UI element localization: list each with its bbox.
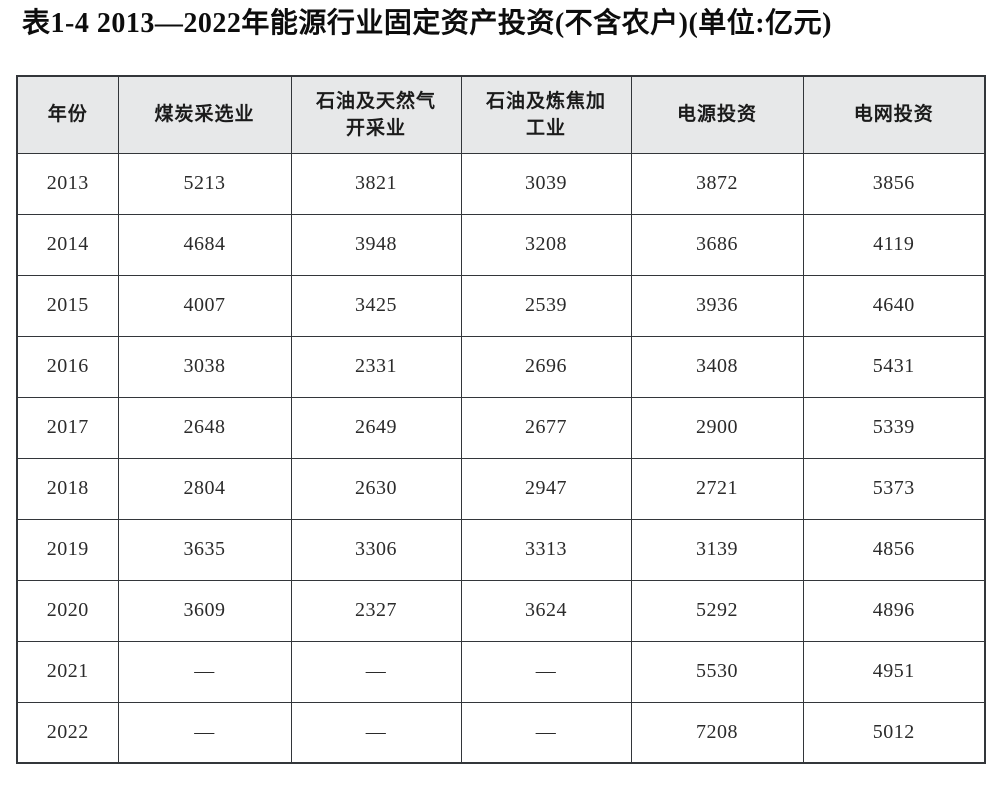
value-cell: 2539 <box>460 274 632 337</box>
table-row: 2020 3609 2327 3624 5292 4896 <box>16 579 986 642</box>
value-cell: 2947 <box>460 457 632 520</box>
table-row: 2019 3635 3306 3313 3139 4856 <box>16 518 986 581</box>
value-cell: 4684 <box>117 213 292 276</box>
value-cell: 4119 <box>802 213 986 276</box>
column-header-power-source-investment: 电源投资 <box>630 75 804 154</box>
value-cell: 2677 <box>460 396 632 459</box>
value-cell: 2327 <box>290 579 462 642</box>
year-cell: 2021 <box>16 640 119 703</box>
value-cell: — <box>460 640 632 703</box>
value-cell: 5431 <box>802 335 986 398</box>
year-cell: 2016 <box>16 335 119 398</box>
value-cell: 5213 <box>117 152 292 215</box>
table-row: 2016 3038 2331 2696 3408 5431 <box>16 335 986 398</box>
value-cell: 3635 <box>117 518 292 581</box>
value-cell: — <box>290 640 462 703</box>
value-cell: 3856 <box>802 152 986 215</box>
value-cell: 2630 <box>290 457 462 520</box>
value-cell: 5012 <box>802 701 986 764</box>
value-cell: 3306 <box>290 518 462 581</box>
value-cell: 2331 <box>290 335 462 398</box>
column-header-petroleum-coking: 石油及炼焦加 工业 <box>460 75 632 154</box>
header-row: 年份 煤炭采选业 石油及天然气 开采业 石油及炼焦加 工业 电源投资 电网投资 <box>16 75 986 154</box>
table-header: 年份 煤炭采选业 石油及天然气 开采业 石油及炼焦加 工业 电源投资 电网投资 <box>16 75 986 154</box>
value-cell: 3609 <box>117 579 292 642</box>
value-cell: 3425 <box>290 274 462 337</box>
table-row: 2013 5213 3821 3039 3872 3856 <box>16 152 986 215</box>
table-row: 2022 — — — 7208 5012 <box>16 701 986 764</box>
table-body: 2013 5213 3821 3039 3872 3856 2014 4684 … <box>16 152 986 764</box>
value-cell: 4640 <box>802 274 986 337</box>
value-cell: 3872 <box>630 152 804 215</box>
value-cell: 3039 <box>460 152 632 215</box>
value-cell: 4007 <box>117 274 292 337</box>
value-cell: 4951 <box>802 640 986 703</box>
value-cell: 5530 <box>630 640 804 703</box>
page-title: 表1-4 2013—2022年能源行业固定资产投资(不含农户)(单位:亿元) <box>22 8 832 39</box>
year-cell: 2014 <box>16 213 119 276</box>
value-cell: 3408 <box>630 335 804 398</box>
value-cell: 3139 <box>630 518 804 581</box>
value-cell: 2648 <box>117 396 292 459</box>
table-row: 2014 4684 3948 3208 3686 4119 <box>16 213 986 276</box>
value-cell: 2804 <box>117 457 292 520</box>
year-cell: 2019 <box>16 518 119 581</box>
value-cell: 4856 <box>802 518 986 581</box>
column-header-power-grid-investment: 电网投资 <box>802 75 986 154</box>
value-cell: 3313 <box>460 518 632 581</box>
value-cell: 3936 <box>630 274 804 337</box>
table-row: 2021 — — — 5530 4951 <box>16 640 986 703</box>
column-header-year: 年份 <box>16 75 119 154</box>
year-cell: 2020 <box>16 579 119 642</box>
year-cell: 2013 <box>16 152 119 215</box>
value-cell: 7208 <box>630 701 804 764</box>
year-cell: 2018 <box>16 457 119 520</box>
value-cell: 5292 <box>630 579 804 642</box>
value-cell: — <box>290 701 462 764</box>
value-cell: 2696 <box>460 335 632 398</box>
document-page: 表1-4 2013—2022年能源行业固定资产投资(不含农户)(单位:亿元) 年… <box>16 8 986 765</box>
value-cell: 5373 <box>802 457 986 520</box>
value-cell: 2721 <box>630 457 804 520</box>
value-cell: 3624 <box>460 579 632 642</box>
value-cell: 3948 <box>290 213 462 276</box>
value-cell: 2900 <box>630 396 804 459</box>
value-cell: 4896 <box>802 579 986 642</box>
year-cell: 2017 <box>16 396 119 459</box>
value-cell: 3038 <box>117 335 292 398</box>
year-cell: 2015 <box>16 274 119 337</box>
column-header-oil-gas-extraction: 石油及天然气 开采业 <box>290 75 462 154</box>
table-row: 2017 2648 2649 2677 2900 5339 <box>16 396 986 459</box>
value-cell: 3686 <box>630 213 804 276</box>
value-cell: — <box>460 701 632 764</box>
table-row: 2015 4007 3425 2539 3936 4640 <box>16 274 986 337</box>
value-cell: — <box>117 701 292 764</box>
column-header-coal-mining: 煤炭采选业 <box>117 75 292 154</box>
value-cell: 3208 <box>460 213 632 276</box>
energy-investment-table: 年份 煤炭采选业 石油及天然气 开采业 石油及炼焦加 工业 电源投资 电网投资 … <box>16 75 986 765</box>
value-cell: 3821 <box>290 152 462 215</box>
table-row: 2018 2804 2630 2947 2721 5373 <box>16 457 986 520</box>
year-cell: 2022 <box>16 701 119 764</box>
value-cell: 2649 <box>290 396 462 459</box>
value-cell: 5339 <box>802 396 986 459</box>
value-cell: — <box>117 640 292 703</box>
